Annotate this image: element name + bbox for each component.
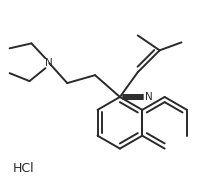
Text: N: N xyxy=(46,58,53,68)
Text: N: N xyxy=(145,92,152,102)
Text: HCl: HCl xyxy=(13,162,35,175)
